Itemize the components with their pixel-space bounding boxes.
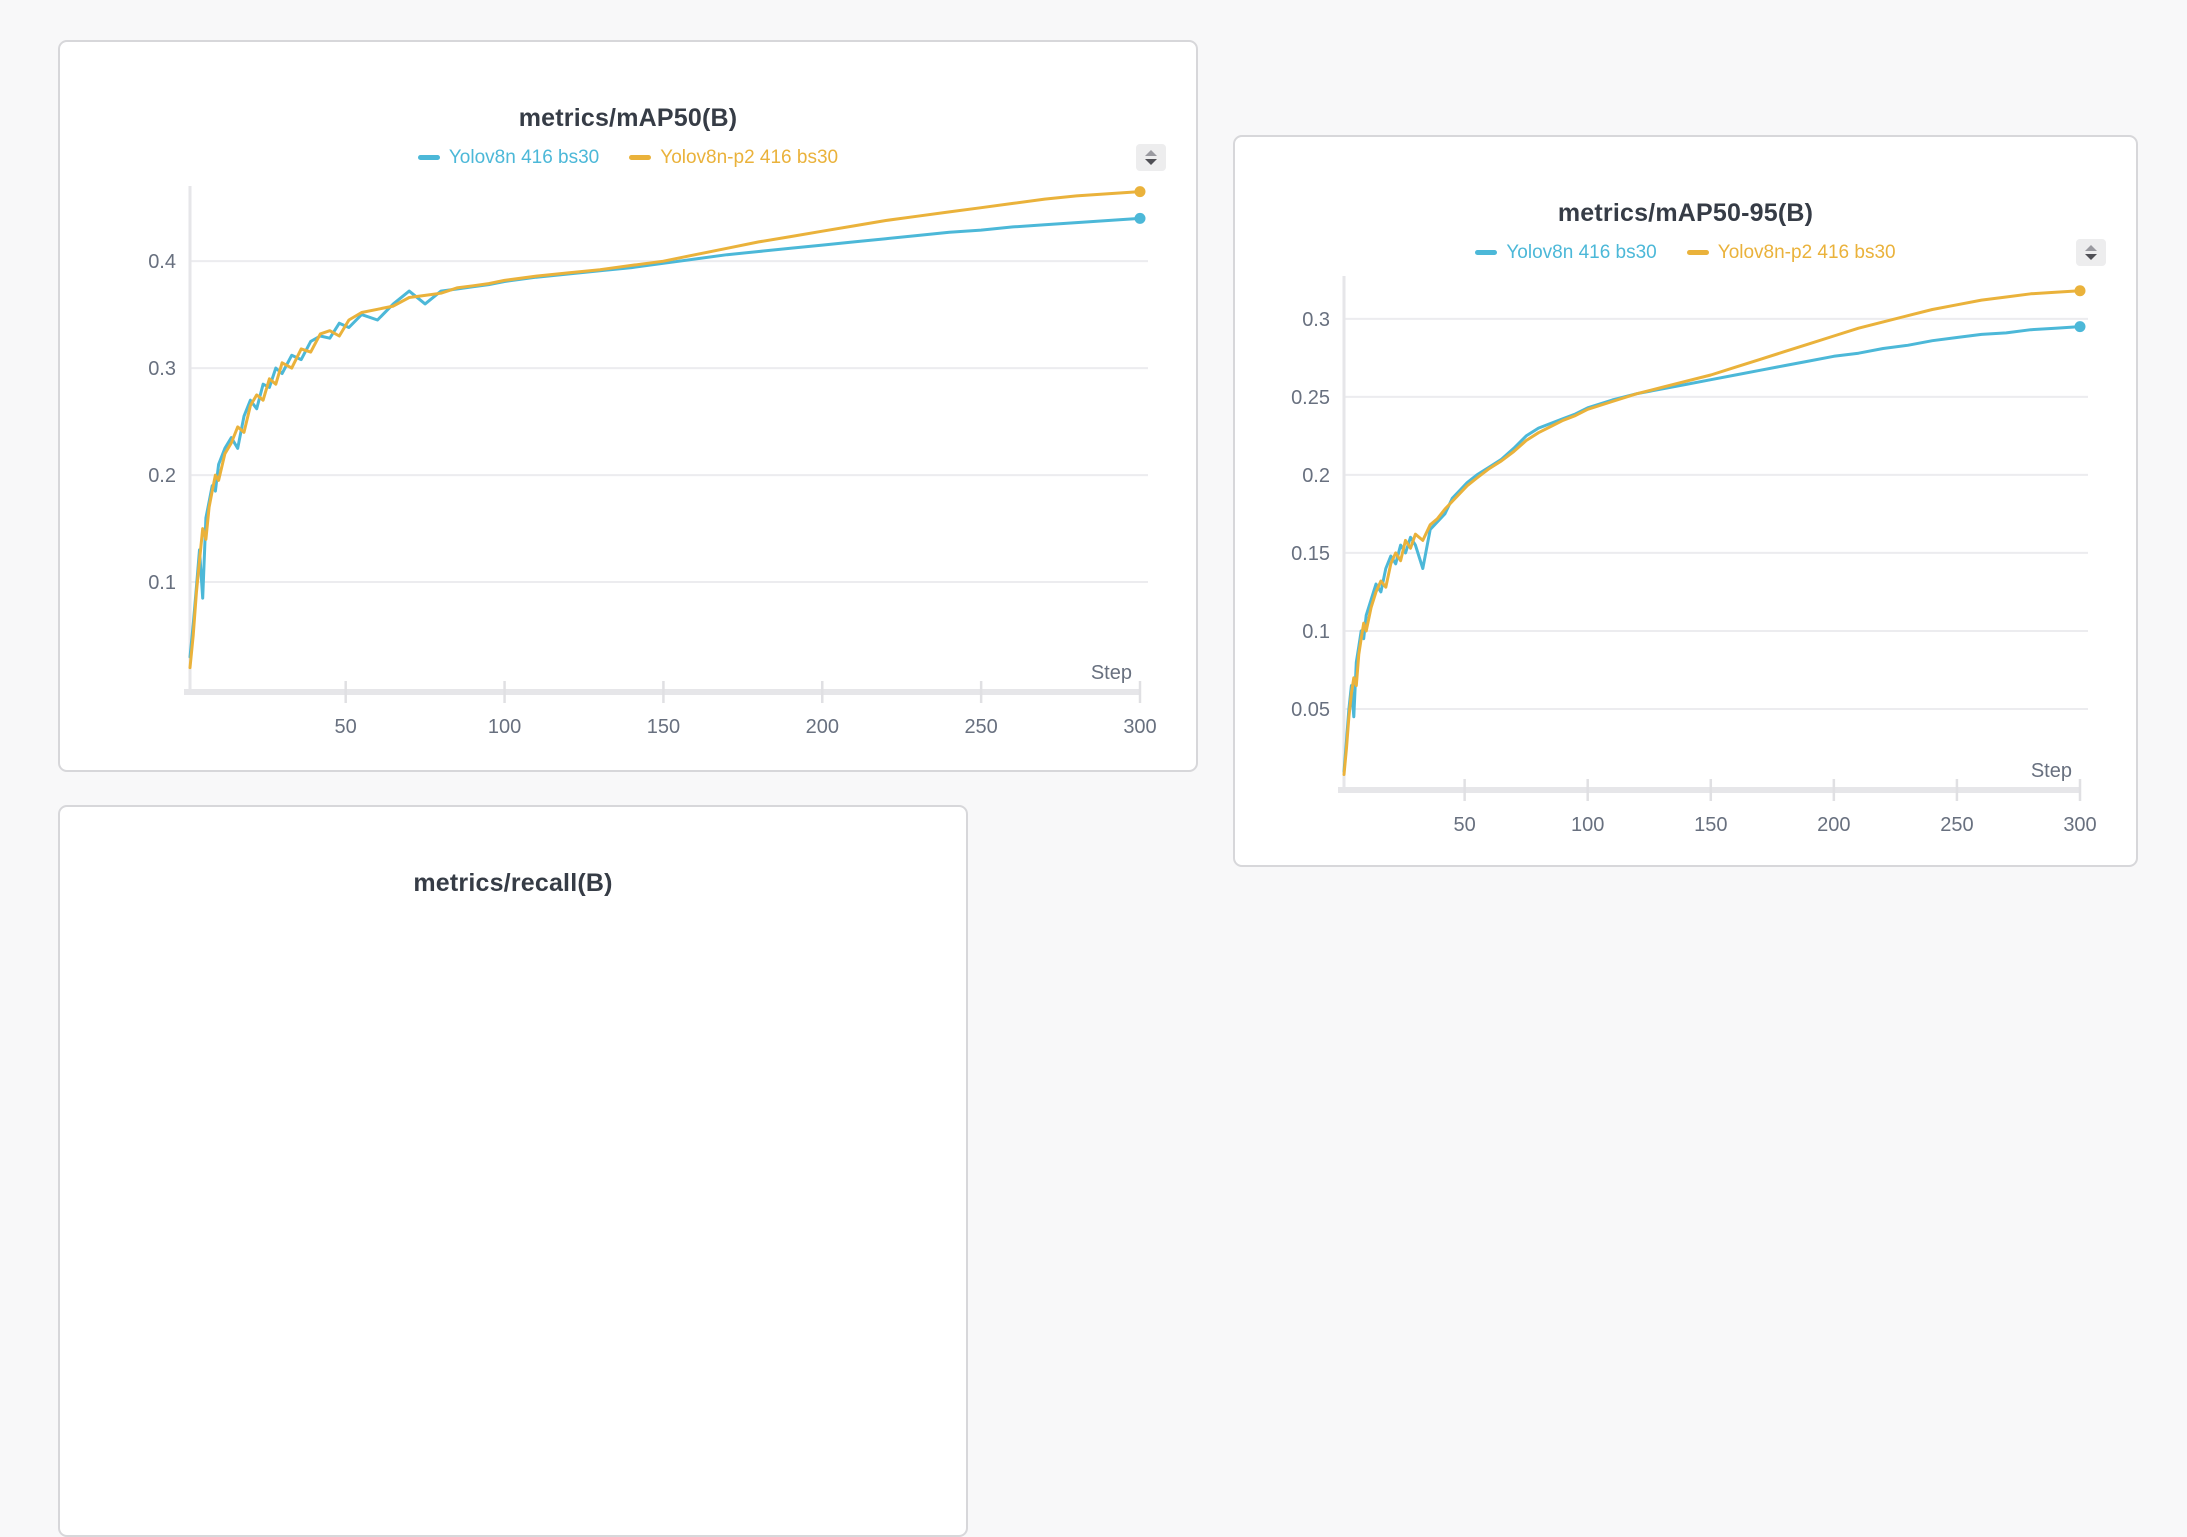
chart-panel-map50-95[interactable]: metrics/mAP50-95(B) Yolov8n 416 bs30 Yol…	[1233, 135, 2138, 867]
series-endpoint	[2074, 285, 2086, 297]
x-axis-title: Step	[1091, 662, 1132, 684]
legend-item-run1[interactable]: Yolov8n 416 bs30	[417, 146, 600, 168]
x-tick-label: 100	[488, 716, 521, 738]
y-tick-label: 0.1	[148, 572, 176, 594]
y-tick-label: 0.3	[148, 358, 176, 380]
chevron-up-icon	[1145, 150, 1157, 156]
legend-run-label: Yolov8n-p2 416 bs30	[1717, 241, 1896, 263]
y-tick-label: 0.15	[1291, 543, 1330, 565]
chart-title: metrics/mAP50(B)	[518, 104, 738, 132]
legend-line-swatch	[629, 154, 652, 160]
y-tick-label: 0.3	[1302, 309, 1330, 331]
legend-line-swatch	[1686, 249, 1709, 255]
x-tick-label: 200	[1817, 814, 1850, 836]
x-tick-label: 150	[647, 716, 680, 738]
x-tick-label: 250	[1940, 814, 1973, 836]
chart-title: metrics/recall(B)	[413, 869, 613, 897]
series-line[interactable]	[188, 216, 1142, 659]
series-line[interactable]	[1342, 289, 2082, 776]
legend-item-run1[interactable]: Yolov8n 416 bs30	[1475, 241, 1657, 263]
y-tick-label: 0.25	[1291, 387, 1330, 409]
series-line[interactable]	[188, 190, 1142, 670]
legend-run-label: Yolov8n 416 bs30	[448, 146, 600, 168]
y-tick-label: 0.1	[1302, 621, 1330, 643]
x-tick-label: 100	[1571, 814, 1604, 836]
x-tick-label: 300	[1123, 716, 1156, 738]
legend-run-label: Yolov8n 416 bs30	[1506, 241, 1657, 263]
series-endpoint	[2074, 321, 2086, 333]
legend-run-label: Yolov8n-p2 416 bs30	[660, 146, 839, 168]
chart-canvas-map50-95[interactable]: 0.05 0.1 0.15 0.2 0.25 0.3 50 100 150 200 250 300 St…	[1235, 137, 2136, 865]
x-tick-label: 50	[335, 716, 357, 738]
chart-canvas-map50[interactable]: 0.1 0.2 0.3 0.4 50 100 150 200 250 300 Step	[60, 42, 1196, 770]
series-line[interactable]	[1342, 325, 2082, 773]
legend-line-swatch	[417, 154, 440, 160]
series-endpoint	[1134, 212, 1146, 224]
x-tick-label: 150	[1694, 814, 1727, 836]
x-tick-label: 200	[806, 716, 839, 738]
dashboard-page: { "colors": { "page_background": "#f8f8f…	[58, 40, 2138, 1537]
x-tick-label: 250	[964, 716, 997, 738]
legend-line-swatch	[1475, 249, 1498, 255]
legend-item-run2[interactable]: Yolov8n-p2 416 bs30	[629, 148, 838, 167]
chevron-down-icon	[1145, 159, 1157, 165]
x-tick-label: 50	[1453, 814, 1475, 836]
x-tick-label: 300	[2063, 814, 2096, 836]
panel-stepper-button[interactable]	[2076, 239, 2106, 266]
y-tick-label: 0.2	[148, 465, 176, 487]
chart-title: metrics/mAP50-95(B)	[1557, 199, 1814, 227]
legend-item-run2[interactable]: Yolov8n-p2 416 bs30	[1686, 241, 1896, 263]
y-tick-label: 0.4	[148, 251, 176, 273]
chart-legend: Yolov8n 416 bs30 Yolov8n-p2 416 bs30	[1235, 239, 2136, 265]
y-tick-label: 0.05	[1291, 699, 1330, 721]
y-tick-label: 0.2	[1302, 465, 1330, 487]
series-endpoint	[1134, 186, 1146, 198]
chart-panel-map50[interactable]: metrics/mAP50(B) Yolov8n 416 bs30 Yolov8…	[58, 40, 1198, 772]
chart-panel-recall[interactable]: metrics/recall(B)	[58, 805, 968, 1537]
chevron-down-icon	[2085, 254, 2097, 260]
x-axis-title: Step	[2031, 760, 2072, 782]
chart-legend: Yolov8n 416 bs30 Yolov8n-p2 416 bs30	[60, 144, 1196, 170]
chevron-up-icon	[2085, 245, 2097, 251]
panel-stepper-button[interactable]	[1136, 144, 1166, 171]
